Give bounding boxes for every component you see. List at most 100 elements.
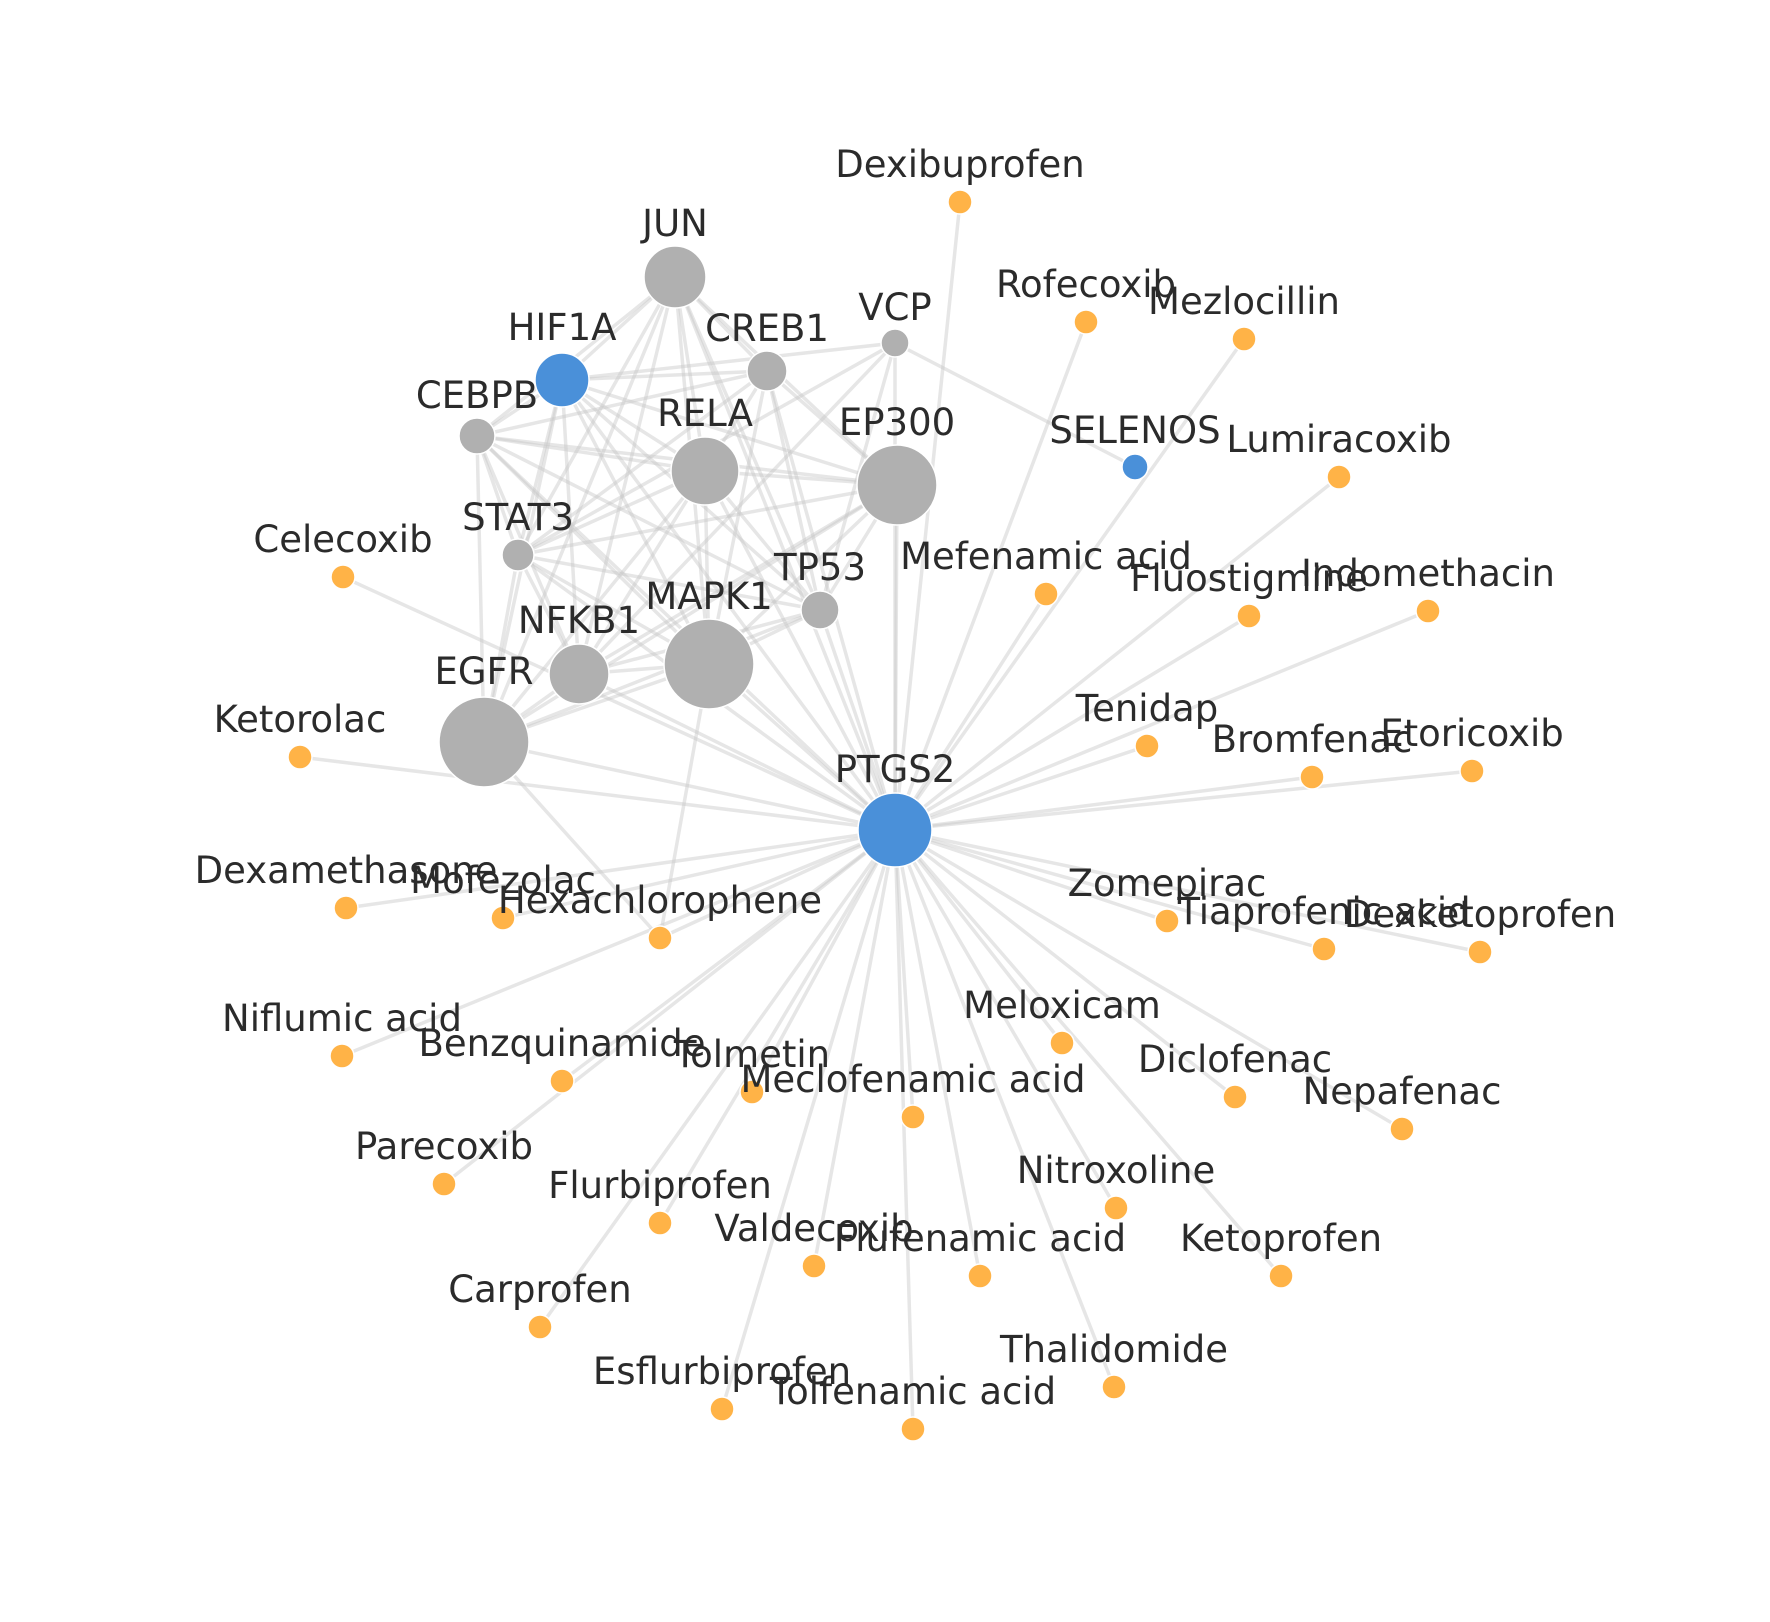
edge-ptgs2-diclofenac [893, 828, 1237, 1099]
edge-ptgs2-carprofen [538, 828, 897, 1329]
edge-jun-egfr [482, 275, 677, 744]
node-label-ketorolac: Ketorolac [214, 698, 387, 741]
node-zomepirac[interactable] [1154, 908, 1180, 934]
node-hexachlorophene[interactable] [647, 925, 673, 951]
node-tp53[interactable] [800, 590, 840, 630]
node-selenos[interactable] [1121, 453, 1149, 481]
node-tenidap[interactable] [1134, 733, 1160, 759]
node-label-hexachlorophene: Hexachlorophene [498, 879, 822, 922]
edge-ptgs2-hif1a [560, 378, 897, 832]
edge-mapk1-hexachlorophene [658, 662, 711, 940]
node-thalidomide[interactable] [1101, 1374, 1127, 1400]
node-tolfenamic-acid[interactable] [900, 1416, 926, 1442]
node-stat3[interactable] [501, 538, 535, 572]
edge-ptgs2-mefenamic-acid [893, 592, 1048, 832]
node-ketoprofen[interactable] [1268, 1263, 1294, 1289]
node-lumiracoxib[interactable] [1326, 464, 1352, 490]
edge-ptgs2-rofecoxib [893, 320, 1088, 832]
node-nitroxoline[interactable] [1103, 1195, 1129, 1221]
node-label-ptgs2: PTGS2 [835, 748, 956, 791]
node-meloxicam[interactable] [1049, 1030, 1075, 1056]
node-hif1a[interactable] [534, 352, 590, 408]
node-rela[interactable] [670, 436, 740, 506]
node-label-parecoxib: Parecoxib [355, 1125, 533, 1168]
edge-ptgs2-dexketoprofen [893, 828, 1482, 954]
edge-ptgs2-ketorolac [298, 755, 897, 832]
edge-tp53-egfr [482, 608, 822, 744]
edge-hif1a-mapk1 [560, 378, 711, 666]
node-nepafenac[interactable] [1389, 1116, 1415, 1142]
node-etoricoxib[interactable] [1459, 758, 1485, 784]
node-mofezolac[interactable] [490, 905, 516, 931]
node-label-tp53: TP53 [773, 546, 866, 589]
node-niflumic-acid[interactable] [329, 1043, 355, 1069]
node-flufenamic-acid[interactable] [967, 1263, 993, 1289]
node-carprofen[interactable] [527, 1314, 553, 1340]
node-egfr[interactable] [438, 696, 530, 788]
node-bromfenac[interactable] [1299, 764, 1325, 790]
node-label-ketoprofen: Ketoprofen [1180, 1217, 1382, 1260]
node-label-indomethacin: Indomethacin [1301, 552, 1555, 595]
edge-ptgs2-flufenamic-acid [893, 828, 982, 1278]
node-tolmetin[interactable] [739, 1079, 765, 1105]
node-label-creb1: CREB1 [705, 307, 829, 350]
node-jun[interactable] [643, 245, 707, 309]
edge-ptgs2-esflurbiprofen [720, 828, 897, 1411]
node-label-carprofen: Carprofen [448, 1268, 631, 1311]
node-label-flurbiprofen: Flurbiprofen [548, 1164, 772, 1207]
edge-ptgs2-mezlocillin [893, 337, 1246, 832]
node-label-cebpb: CEBPB [416, 374, 538, 417]
node-dexibuprofen[interactable] [947, 189, 973, 215]
node-rofecoxib[interactable] [1073, 309, 1099, 335]
edge-jun-nfkb1 [577, 275, 677, 676]
node-parecoxib[interactable] [431, 1171, 457, 1197]
edge-cebpb-rela [475, 434, 707, 473]
node-vcp[interactable] [880, 328, 910, 358]
edges-layer [298, 200, 1482, 1431]
node-ep300[interactable] [856, 444, 938, 526]
node-tiaprofenic-acid[interactable] [1311, 936, 1337, 962]
node-label-tolmetin: Tolmetin [673, 1033, 830, 1076]
edge-ptgs2-ketoprofen [893, 828, 1283, 1278]
node-benzquinamide[interactable] [549, 1068, 575, 1094]
node-flurbiprofen[interactable] [647, 1210, 673, 1236]
node-label-ep300: EP300 [839, 401, 955, 444]
node-cebpb[interactable] [458, 417, 496, 455]
edge-cebpb-tp53 [475, 434, 822, 612]
edge-vcp-selenos [893, 341, 1137, 469]
edge-ptgs2-bromfenac [893, 775, 1314, 832]
edge-ptgs2-ep300 [893, 483, 899, 832]
edge-creb1-stat3 [516, 369, 769, 557]
node-creb1[interactable] [746, 350, 788, 392]
edge-ptgs2-benzquinamide [560, 828, 897, 1083]
edge-ptgs2-rela [703, 469, 897, 832]
node-valdecoxib[interactable] [801, 1253, 827, 1279]
node-indomethacin[interactable] [1415, 598, 1441, 624]
node-meclofenamic-acid[interactable] [900, 1104, 926, 1130]
node-mefenamic-acid[interactable] [1033, 581, 1059, 607]
node-dexketoprofen[interactable] [1467, 939, 1493, 965]
edge-jun-ep300 [673, 275, 899, 487]
node-label-thalidomide: Thalidomide [999, 1328, 1228, 1371]
node-mezlocillin[interactable] [1231, 326, 1257, 352]
node-label-dexketoprofen: Dexketoprofen [1344, 893, 1616, 936]
edge-hif1a-ep300 [560, 378, 899, 487]
node-celecoxib[interactable] [330, 564, 356, 590]
node-esflurbiprofen[interactable] [709, 1396, 735, 1422]
node-label-stat3: STAT3 [462, 496, 574, 539]
node-fluostigmine[interactable] [1236, 603, 1262, 629]
edge-cebpb-mapk1 [475, 434, 711, 666]
node-label-zomepirac: Zomepirac [1068, 862, 1267, 905]
node-mapk1[interactable] [663, 618, 755, 710]
node-label-diclofenac: Diclofenac [1138, 1038, 1332, 1081]
edge-rela-nfkb1 [577, 469, 707, 676]
node-diclofenac[interactable] [1222, 1084, 1248, 1110]
edge-ptgs2-thalidomide [893, 828, 1116, 1389]
edge-hif1a-stat3 [516, 378, 564, 557]
node-ketorolac[interactable] [287, 744, 313, 770]
node-ptgs2[interactable] [857, 792, 933, 868]
node-nfkb1[interactable] [548, 643, 610, 705]
node-dexamethasone[interactable] [333, 895, 359, 921]
edge-hif1a-nfkb1 [560, 378, 581, 676]
